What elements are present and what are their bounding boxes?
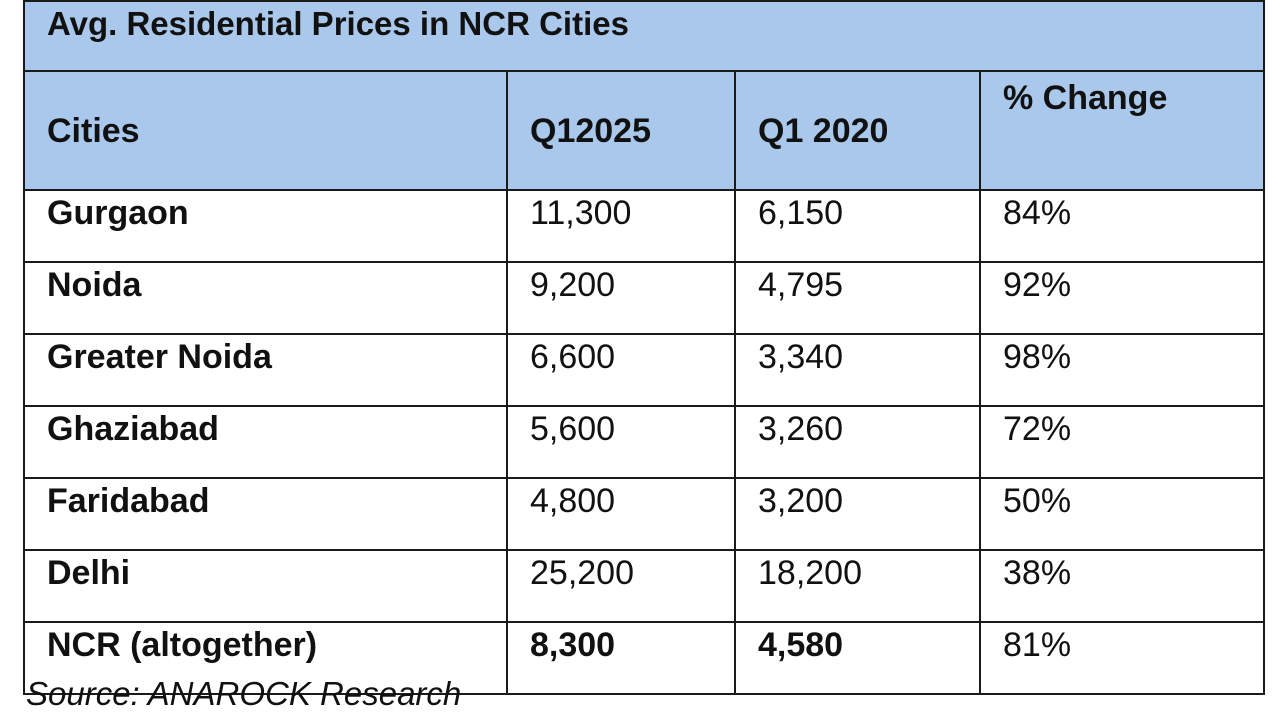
table-row: Greater Noida 6,600 3,340 98% xyxy=(23,333,1266,407)
header-cities: Cities xyxy=(23,70,508,191)
table-row: Faridabad 4,800 3,200 50% xyxy=(23,477,1266,551)
change-cell: 72% xyxy=(978,405,1266,479)
table-row-total: NCR (altogether) 8,300 4,580 81% xyxy=(23,621,1266,695)
city-cell: Noida xyxy=(23,261,508,335)
q1-2020-cell: 18,200 xyxy=(734,549,981,623)
table-row: Gurgaon 11,300 6,150 84% xyxy=(23,189,1266,263)
table-title-row: Avg. Residential Prices in NCR Cities xyxy=(22,0,1266,72)
table-row: Noida 9,200 4,795 92% xyxy=(23,261,1266,335)
change-cell: 92% xyxy=(978,261,1266,335)
q1-2025-cell: 6,600 xyxy=(506,333,736,407)
table-row: Ghaziabad 5,600 3,260 72% xyxy=(23,405,1266,479)
header-q1-2025: Q12025 xyxy=(506,70,736,191)
q1-2020-cell: 3,260 xyxy=(734,405,981,479)
q1-2025-cell: 9,200 xyxy=(506,261,736,335)
city-cell: Gurgaon xyxy=(23,189,508,263)
source-note: Source: ANAROCK Research xyxy=(26,675,462,712)
change-cell: 98% xyxy=(978,333,1266,407)
city-cell: Delhi xyxy=(23,549,508,623)
q1-2025-cell: 4,800 xyxy=(506,477,736,551)
q1-2020-cell: 4,795 xyxy=(734,261,981,335)
q1-2020-cell: 6,150 xyxy=(734,189,981,263)
q1-2020-cell: 3,340 xyxy=(734,333,981,407)
q1-2020-cell: 3,200 xyxy=(734,477,981,551)
header-q1-2020: Q1 2020 xyxy=(734,70,981,191)
table-row: Delhi 25,200 18,200 38% xyxy=(23,549,1266,623)
city-cell: Ghaziabad xyxy=(23,405,508,479)
city-cell: Faridabad xyxy=(23,477,508,551)
table-header-row: Cities Q12025 Q1 2020 % Change xyxy=(23,70,1266,191)
price-table: Avg. Residential Prices in NCR Cities Ci… xyxy=(22,0,1266,695)
q1-2025-cell: 5,600 xyxy=(506,405,736,479)
change-cell: 84% xyxy=(978,189,1266,263)
header-percent-change: % Change xyxy=(978,70,1266,191)
q1-2020-cell: 4,580 xyxy=(734,621,981,695)
table-title: Avg. Residential Prices in NCR Cities xyxy=(22,0,1266,72)
city-cell: NCR (altogether) xyxy=(23,621,508,695)
q1-2025-cell: 11,300 xyxy=(506,189,736,263)
q1-2025-cell: 8,300 xyxy=(506,621,736,695)
change-cell: 81% xyxy=(978,621,1266,695)
q1-2025-cell: 25,200 xyxy=(506,549,736,623)
city-cell: Greater Noida xyxy=(23,333,508,407)
change-cell: 50% xyxy=(978,477,1266,551)
change-cell: 38% xyxy=(978,549,1266,623)
